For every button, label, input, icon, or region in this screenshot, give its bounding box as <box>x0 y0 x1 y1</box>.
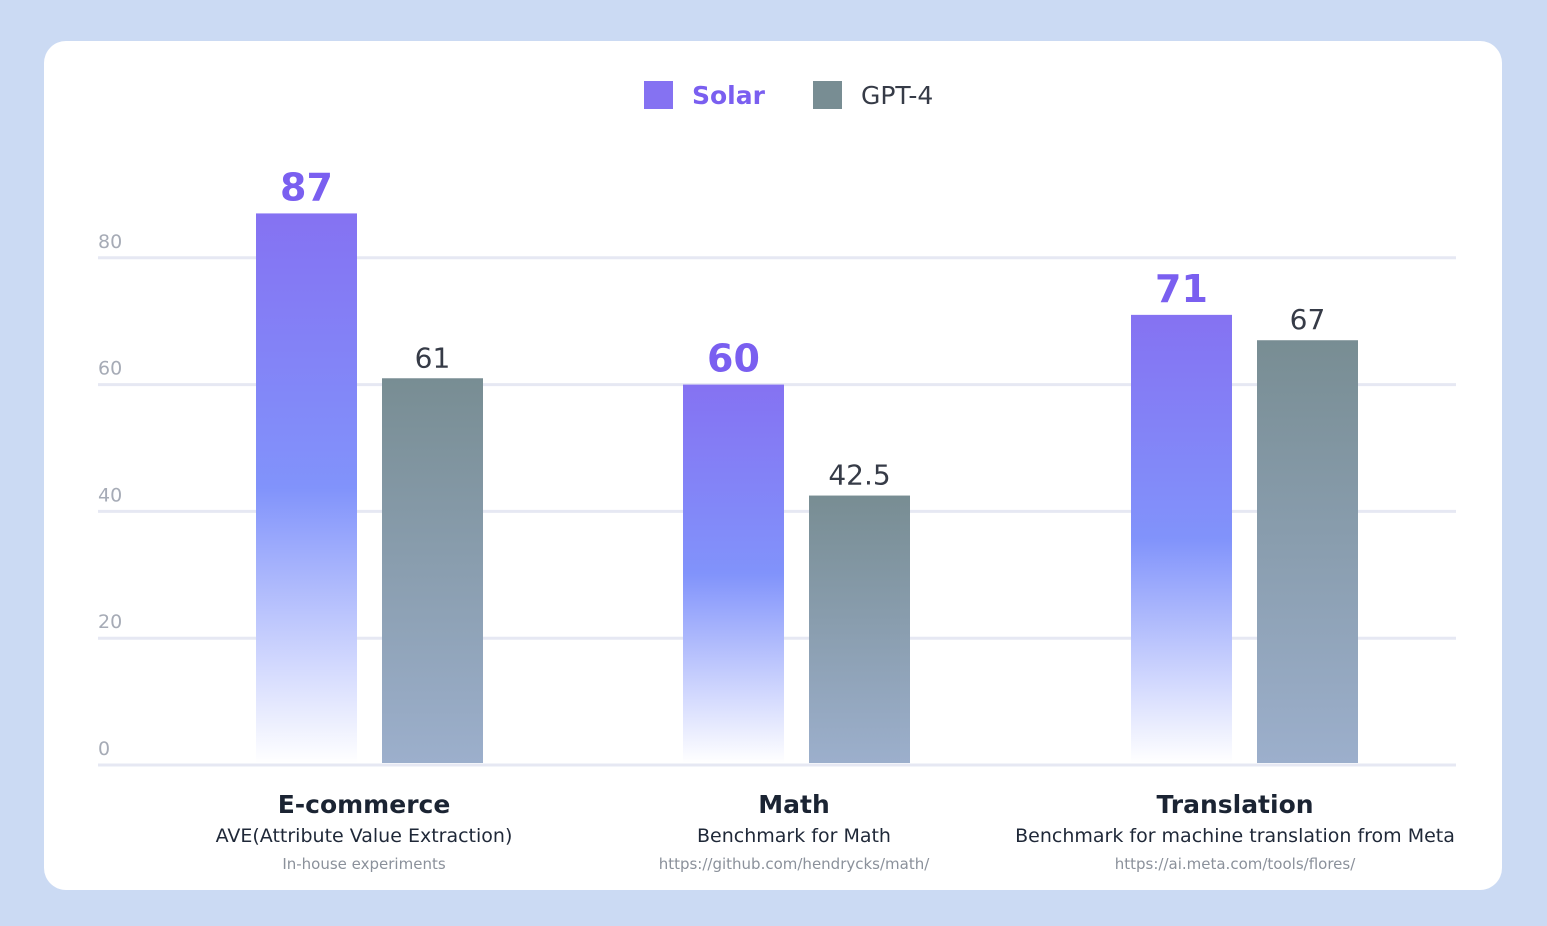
category-source: https://ai.meta.com/tools/flores/ <box>1114 855 1356 873</box>
legend-label-gpt4: GPT-4 <box>860 80 934 110</box>
bar-solar <box>256 213 357 764</box>
y-tick-label: 0 <box>98 738 110 760</box>
data-label-solar: 60 <box>707 337 760 381</box>
category-subtitle: Benchmark for machine translation from M… <box>1015 825 1455 847</box>
category-title: Translation <box>1156 790 1314 819</box>
legend-item-solar[interactable]: Solar <box>644 81 765 110</box>
legend-item-gpt4[interactable]: GPT-4 <box>812 80 934 110</box>
bar-solar <box>683 384 784 763</box>
category-translation: Translation Benchmark for machine transl… <box>1005 789 1465 875</box>
y-tick-label: 40 <box>98 484 122 506</box>
category-subtitle: Benchmark for Math <box>697 825 891 847</box>
y-tick-label: 60 <box>98 358 122 380</box>
data-label-gpt4: 42.5 <box>828 459 890 492</box>
bar-solar <box>1131 314 1232 763</box>
y-tick-label: 80 <box>98 231 122 253</box>
bar-gpt4 <box>382 378 483 763</box>
category-ecommerce: E-commerce AVE(Attribute Value Extractio… <box>134 789 594 875</box>
category-math: Math Benchmark for Math https://github.c… <box>564 789 1024 875</box>
bar-gpt4 <box>1257 340 1358 763</box>
data-label-solar: 71 <box>1155 267 1208 311</box>
bar-gpt4 <box>809 495 910 763</box>
data-label-solar: 87 <box>280 165 333 209</box>
category-subtitle: AVE(Attribute Value Extraction) <box>215 825 513 847</box>
y-tick-label: 20 <box>98 611 122 633</box>
legend-label-solar: Solar <box>692 80 765 110</box>
data-label-gpt4: 67 <box>1290 303 1326 336</box>
legend: Solar GPT-4 <box>644 80 981 110</box>
data-label-gpt4: 61 <box>415 341 451 374</box>
category-source: https://github.com/hendrycks/math/ <box>658 855 930 873</box>
legend-swatch-solar <box>644 81 673 109</box>
legend-swatch-gpt4 <box>812 81 842 109</box>
category-title: E-commerce <box>277 790 451 819</box>
category-source: In-house experiments <box>282 855 446 873</box>
category-title: Math <box>758 790 830 819</box>
